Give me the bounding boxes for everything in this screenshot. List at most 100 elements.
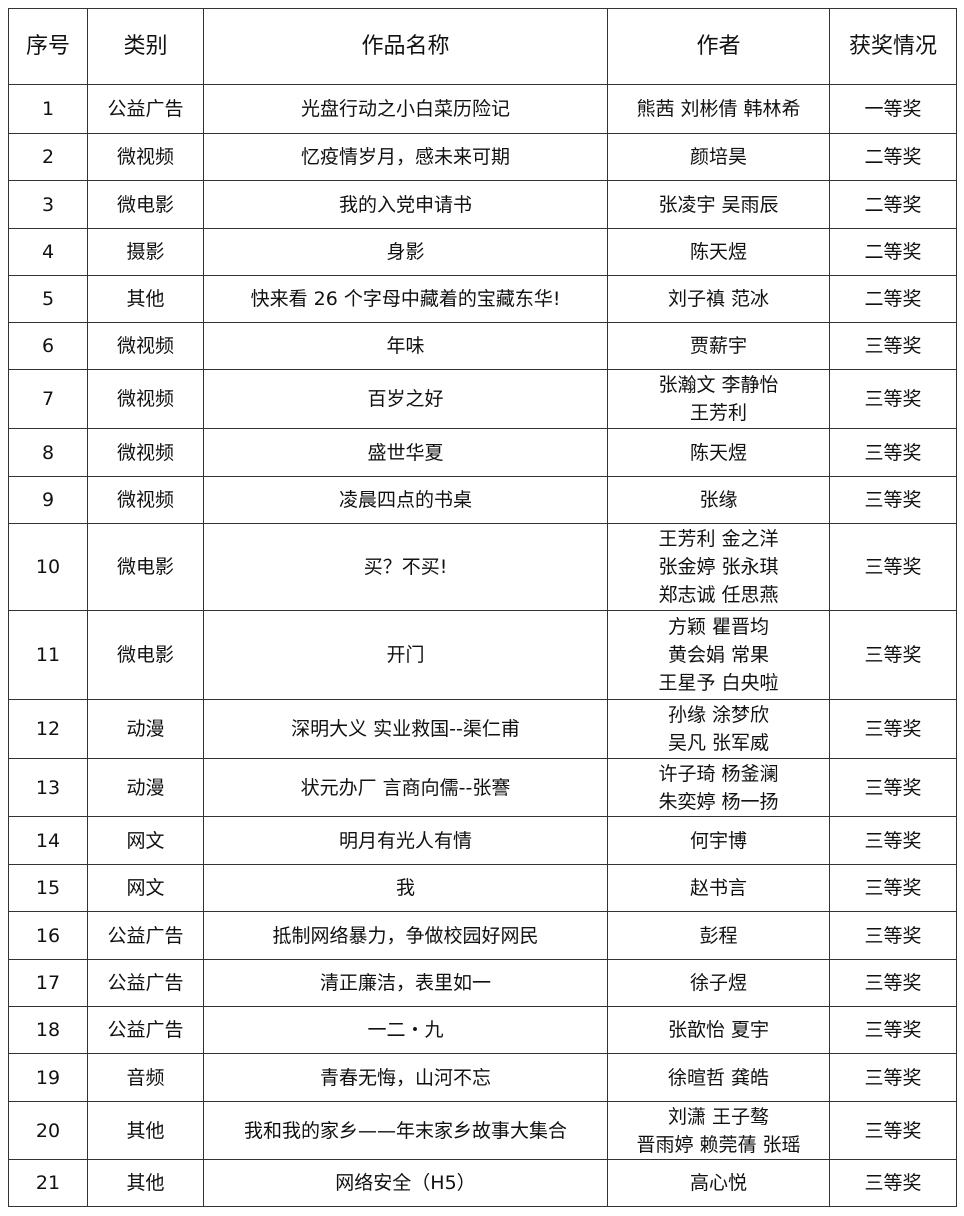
author-line: 刘子禛 范冰 — [667, 288, 770, 310]
cell-category: 其他 — [87, 1159, 204, 1207]
cell-authors: 彭程 — [607, 911, 830, 960]
awards-table: 序号 类别 作品名称 作者 获奖情况 1 公益广告 光盘行动之小白菜历险记 熊茜 刘彬… — [8, 8, 957, 1207]
cell-category: 动漫 — [87, 699, 204, 759]
cell-title: 快来看 26 个字母中藏着的宝藏东华! — [203, 275, 608, 323]
cell-award: 三等奖 — [829, 911, 957, 960]
cell-title: 光盘行动之小白菜历险记 — [203, 84, 608, 134]
author-line: 王芳利 — [689, 402, 747, 424]
cell-no: 8 — [8, 428, 88, 477]
cell-award: 二等奖 — [829, 133, 957, 181]
header-category: 类别 — [87, 8, 204, 85]
cell-title: 凌晨四点的书桌 — [203, 476, 608, 524]
cell-no: 4 — [8, 228, 88, 276]
cell-no: 7 — [8, 369, 88, 429]
header-award: 获奖情况 — [829, 8, 957, 85]
cell-title: 明月有光人有情 — [203, 816, 608, 865]
cell-title: 我的入党申请书 — [203, 180, 608, 229]
header-title: 作品名称 — [203, 8, 608, 85]
table-row: 6 微视频 年味 贾薪宇 三等奖 — [8, 322, 957, 370]
cell-authors: 赵书言 — [607, 864, 830, 912]
cell-authors: 贾薪宇 — [607, 322, 830, 370]
author-line: 黄会娟 常果 — [667, 644, 770, 666]
cell-award: 三等奖 — [829, 816, 957, 865]
author-line: 方颖 瞿晋均 — [667, 616, 770, 638]
cell-authors: 方颖 瞿晋均 黄会娟 常果 王星予 白央啦 — [607, 610, 830, 700]
cell-authors: 陈天煜 — [607, 428, 830, 477]
author-line: 颜培昊 — [689, 146, 747, 168]
cell-title: 忆疫情岁月，感未来可期 — [203, 133, 608, 181]
cell-authors: 陈天煜 — [607, 228, 830, 276]
table-row: 19 音频 青春无悔，山河不忘 徐暄哲 龚皓 三等奖 — [8, 1053, 957, 1102]
cell-no: 18 — [8, 1006, 88, 1054]
cell-award: 二等奖 — [829, 228, 957, 276]
author-line: 彭程 — [699, 924, 738, 947]
cell-title: 状元办厂 言商向儒--张謇 — [203, 758, 608, 817]
cell-authors: 高心悦 — [607, 1159, 830, 1207]
header-row: 序号 类别 作品名称 作者 获奖情况 — [8, 8, 957, 85]
author-line: 赵书言 — [689, 877, 747, 899]
table-row: 11 微电影 开门 方颖 瞿晋均 黄会娟 常果 王星予 白央啦 三等奖 — [8, 610, 957, 700]
cell-award: 三等奖 — [829, 322, 957, 370]
cell-title: 青春无悔，山河不忘 — [203, 1053, 608, 1102]
table-row: 16 公益广告 抵制网络暴力，争做校园好网民 彭程 三等奖 — [8, 911, 957, 960]
author-line: 晋雨婷 赖莞蒨 张瑶 — [636, 1133, 801, 1156]
cell-award: 三等奖 — [829, 864, 957, 912]
cell-category: 动漫 — [87, 758, 204, 817]
author-line: 张缘 — [699, 489, 738, 511]
table-row: 12 动漫 深明大义 实业救国--渠仁甫 孙缘 涂梦欣 吴凡 张军威 三等奖 — [8, 699, 957, 759]
author-line: 陈天煜 — [689, 441, 747, 464]
table-row: 18 公益广告 一二・九 张歆怡 夏宇 三等奖 — [8, 1006, 957, 1054]
cell-authors: 熊茜 刘彬倩 韩林希 — [607, 84, 830, 134]
cell-award: 一等奖 — [829, 84, 957, 134]
cell-title: 开门 — [203, 610, 608, 700]
cell-category: 公益广告 — [87, 1006, 204, 1054]
author-line: 何宇博 — [689, 829, 747, 852]
cell-authors: 徐暄哲 龚皓 — [607, 1053, 830, 1102]
table-row: 4 摄影 身影 陈天煜 二等奖 — [8, 228, 957, 276]
table-row: 13 动漫 状元办厂 言商向儒--张謇 许子琦 杨釜澜 朱奕婷 杨一扬 三等奖 — [8, 758, 957, 817]
cell-no: 13 — [8, 758, 88, 817]
cell-category: 微电影 — [87, 180, 204, 229]
author-line: 陈天煜 — [689, 241, 747, 263]
author-line: 高心悦 — [689, 1172, 747, 1194]
cell-award: 三等奖 — [829, 959, 957, 1007]
author-line: 吴凡 张军威 — [667, 732, 770, 754]
cell-category: 公益广告 — [87, 84, 204, 134]
cell-no: 9 — [8, 476, 88, 524]
author-line: 张凌宇 吴雨辰 — [658, 193, 779, 216]
author-line: 熊茜 刘彬倩 韩林希 — [636, 98, 801, 120]
cell-authors: 张瀚文 李静怡 王芳利 — [607, 369, 830, 429]
cell-title: 年味 — [203, 322, 608, 370]
cell-award: 三等奖 — [829, 1053, 957, 1102]
author-line: 孙缘 涂梦欣 — [667, 704, 770, 726]
header-authors: 作者 — [607, 8, 830, 85]
cell-title: 抵制网络暴力，争做校园好网民 — [203, 911, 608, 960]
table-row: 20 其他 我和我的家乡——年末家乡故事大集合 刘潇 王子骜 晋雨婷 赖莞蒨 张瑶 三等奖 — [8, 1101, 957, 1160]
cell-authors: 何宇博 — [607, 816, 830, 865]
cell-title: 网络安全（H5） — [203, 1159, 608, 1207]
cell-no: 17 — [8, 959, 88, 1007]
table-row: 7 微视频 百岁之好 张瀚文 李静怡 王芳利 三等奖 — [8, 369, 957, 429]
author-line: 朱奕婷 杨一扬 — [658, 790, 779, 813]
cell-authors: 刘子禛 范冰 — [607, 275, 830, 323]
table-row: 15 网文我 赵书言 三等奖 — [8, 864, 957, 912]
cell-award: 三等奖 — [829, 699, 957, 759]
cell-authors: 许子琦 杨釜澜 朱奕婷 杨一扬 — [607, 758, 830, 817]
cell-category: 微电影 — [87, 523, 204, 611]
cell-authors: 刘潇 王子骜 晋雨婷 赖莞蒨 张瑶 — [607, 1101, 830, 1160]
table-row: 21 其他 网络安全（H5） 高心悦 三等奖 — [8, 1159, 957, 1207]
cell-category: 公益广告 — [87, 911, 204, 960]
author-line: 郑志诚 任思燕 — [658, 584, 779, 606]
cell-no: 5 — [8, 275, 88, 323]
cell-no: 16 — [8, 911, 88, 960]
cell-authors: 孙缘 涂梦欣 吴凡 张军威 — [607, 699, 830, 759]
cell-category: 摄影 — [87, 228, 204, 276]
author-line: 王星予 白央啦 — [658, 672, 779, 694]
author-line: 张瀚文 李静怡 — [658, 374, 779, 396]
cell-category: 微视频 — [87, 428, 204, 477]
header-no: 序号 — [8, 8, 88, 85]
table-row: 10 微电影 买？不买! 王芳利 金之洋 张金婷 张永琪 郑志诚 任思燕 三等奖 — [8, 523, 957, 611]
cell-no: 14 — [8, 816, 88, 865]
table-row: 5 其他 快来看 26 个字母中藏着的宝藏东华! 刘子禛 范冰 二等奖 — [8, 275, 957, 323]
cell-title: 我 — [203, 864, 608, 912]
